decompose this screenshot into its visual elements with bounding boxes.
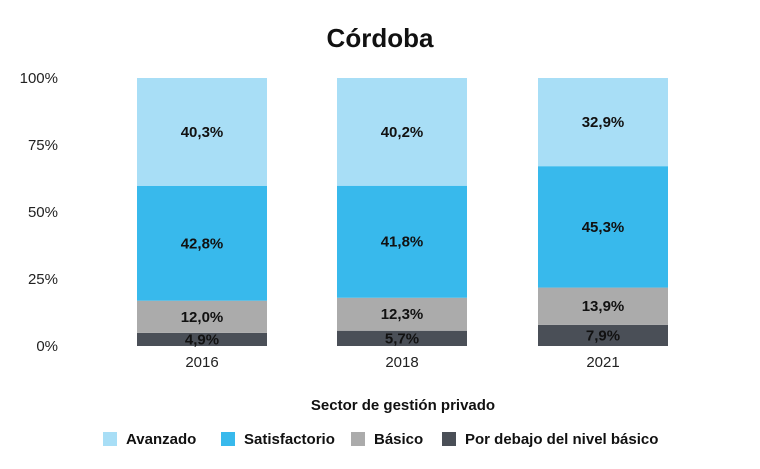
x-tick-label: 2021 <box>586 354 619 371</box>
legend-swatch <box>103 432 117 446</box>
data-label: 5,7% <box>385 330 419 347</box>
bar-segment <box>137 78 267 187</box>
legend-item: Satisfactorio <box>221 431 335 448</box>
legend-label: Avanzado <box>126 431 196 448</box>
bar-segment <box>337 185 467 298</box>
bar-segment <box>137 300 267 333</box>
legend-swatch <box>442 432 456 446</box>
bars: 4,9% 12,0% 42,8% 40,3% 5,7% 12,3% 41,8% 40,2% 7,… <box>137 78 668 348</box>
legend: Avanzado Satisfactorio Básico Por debajo de… <box>103 431 658 448</box>
data-label: 45,3% <box>582 219 625 236</box>
legend-item: Básico <box>351 431 423 448</box>
chart-title: Córdoba <box>327 23 434 53</box>
legend-label: Por debajo del nivel básico <box>465 431 658 448</box>
x-tick-label: 2018 <box>385 354 418 371</box>
y-tick-label: 50% <box>28 204 58 221</box>
legend-label: Satisfactorio <box>244 431 335 448</box>
bar-segment <box>137 332 267 346</box>
data-label: 40,2% <box>381 124 424 141</box>
data-label: 7,9% <box>586 327 620 344</box>
bar-segment <box>337 330 467 346</box>
y-tick-label: 75% <box>28 137 58 154</box>
y-tick-label: 100% <box>20 70 58 87</box>
data-label: 41,8% <box>381 234 424 251</box>
x-axis: 2016 2018 2021 <box>185 354 619 371</box>
bar-segment <box>538 287 668 325</box>
data-label: 13,9% <box>582 298 625 315</box>
legend-swatch <box>221 432 235 446</box>
bar-segment <box>337 297 467 331</box>
bar-segment <box>538 78 668 167</box>
bar-segment <box>137 186 267 301</box>
bar-segment <box>538 324 668 346</box>
y-tick-label: 25% <box>28 271 58 288</box>
data-label: 32,9% <box>582 114 625 131</box>
bar-segment <box>337 78 467 186</box>
legend-swatch <box>351 432 365 446</box>
x-tick-label: 2016 <box>185 354 218 371</box>
legend-item: Avanzado <box>103 431 196 448</box>
y-axis: 0% 25% 50% 75% 100% <box>20 70 58 355</box>
legend-label: Básico <box>374 431 423 448</box>
legend-item: Por debajo del nivel básico <box>442 431 658 448</box>
data-label: 42,8% <box>181 235 224 252</box>
data-label: 40,3% <box>181 124 224 141</box>
bar-segment <box>538 166 668 288</box>
x-axis-label: Sector de gestión privado <box>311 397 495 414</box>
data-label: 12,3% <box>381 306 424 323</box>
data-label: 4,9% <box>185 331 219 348</box>
y-tick-label: 0% <box>36 338 58 355</box>
data-label: 12,0% <box>181 309 224 326</box>
